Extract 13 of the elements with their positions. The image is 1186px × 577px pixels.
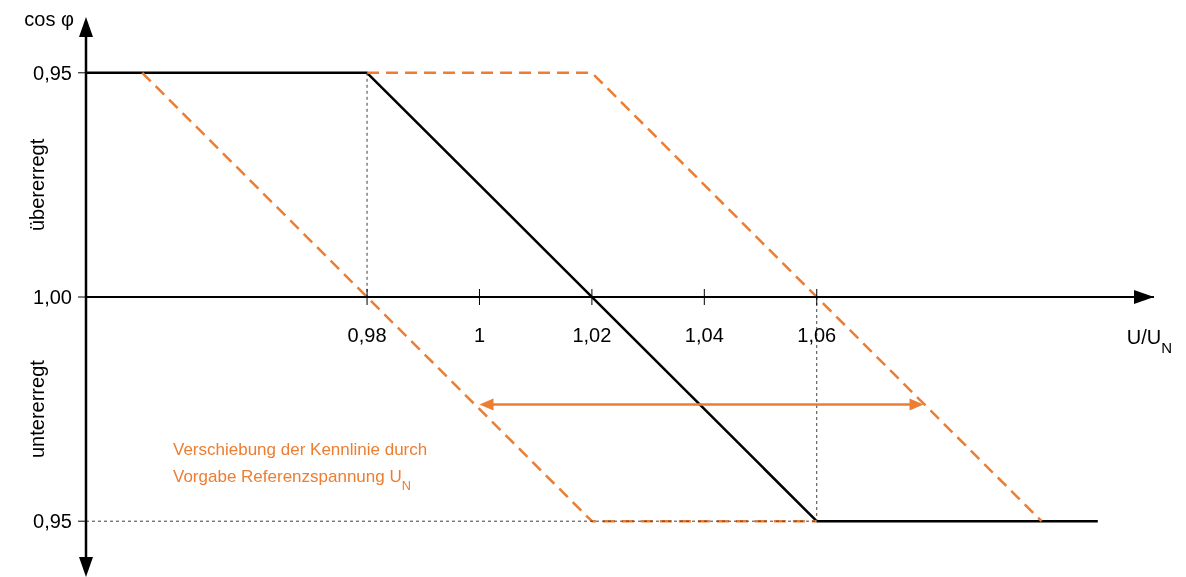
text: übererregt (26, 138, 48, 232)
x-axis-title: U/U$_{N}$ (1126, 326, 1172, 356)
text: 1,00 (33, 286, 72, 308)
annotation: Verschiebung der Kennlinie durch Vorgabe Referenzspannung U$_{N}$ (173, 440, 428, 493)
text: 0,95 (33, 510, 72, 533)
text: 0,95 (33, 61, 72, 84)
x-tick-label: 1,02 (572, 324, 612, 346)
text: untererregt (26, 359, 48, 459)
x-tick-label: 1,04 (684, 324, 724, 346)
x-tick-label: 1,06 (797, 324, 837, 346)
x-tick-label: 0,98 (347, 324, 387, 346)
y-axis-title: cos φ (24, 8, 75, 30)
x-tick-label: 1 (473, 324, 486, 346)
